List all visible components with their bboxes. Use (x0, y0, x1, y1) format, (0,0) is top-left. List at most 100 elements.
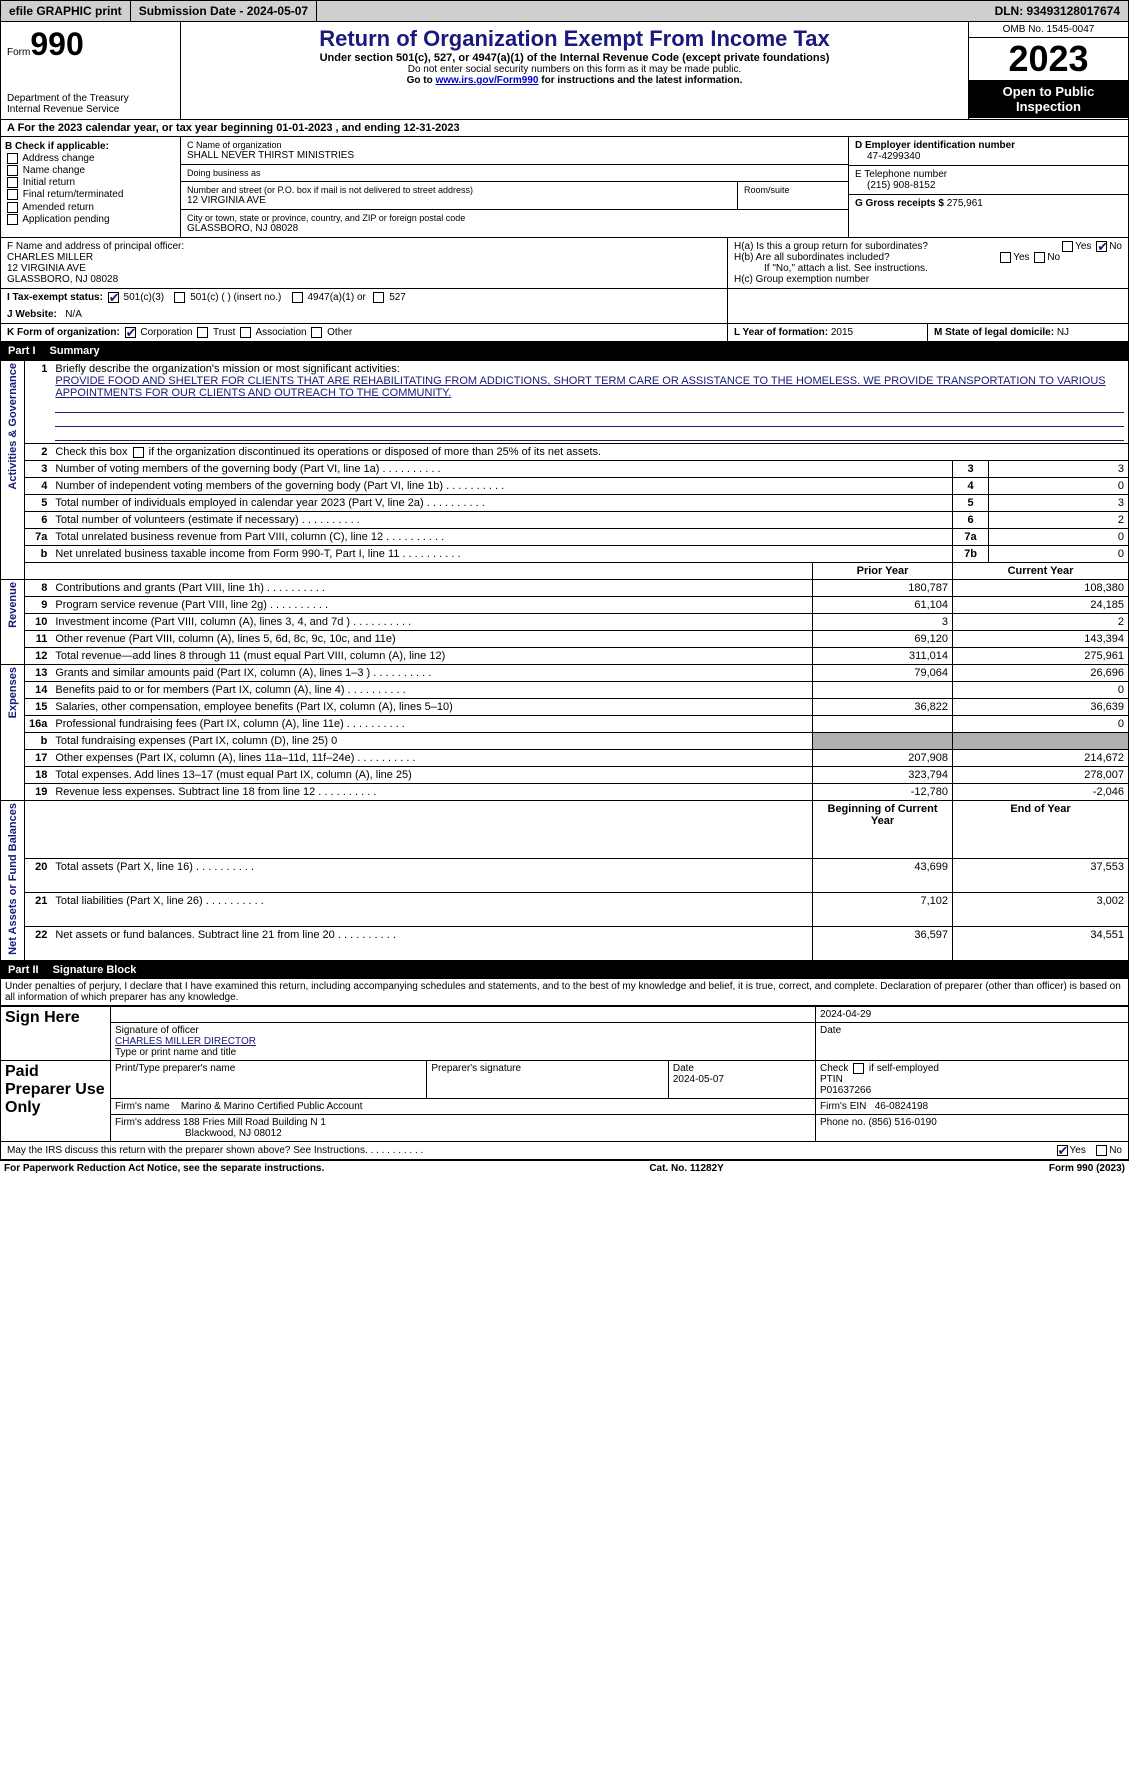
ha-row: H(a) Is this a group return for subordin… (734, 241, 1122, 252)
officer-label: F Name and address of principal officer: (7, 241, 721, 252)
hb-row: H(b) Are all subordinates included? Yes … (734, 252, 1122, 263)
hb-yes[interactable] (1000, 252, 1011, 263)
street-label: Number and street (or P.O. box if mail i… (187, 185, 731, 195)
website-label: J Website: (7, 309, 57, 320)
discuss-row: May the IRS discuss this return with the… (0, 1142, 1129, 1160)
chk-other[interactable] (311, 327, 322, 338)
signature-table: Sign Here 2024-04-29 Signature of office… (0, 1006, 1129, 1142)
officer-name-title: CHARLES MILLER DIRECTOR (115, 1036, 811, 1047)
efile-label: efile GRAPHIC print (1, 1, 131, 21)
form-number: 990 (30, 26, 83, 62)
city-label: City or town, state or province, country… (187, 213, 842, 223)
officer-sig-row: Signature of officer CHARLES MILLER DIRE… (111, 1023, 816, 1061)
website-row: J Website: N/A (7, 309, 721, 320)
chk-self-employed[interactable] (853, 1063, 864, 1074)
domicile-label: M State of legal domicile: (934, 327, 1054, 338)
row-18: 18Total expenses. Add lines 13–17 (must … (1, 767, 1129, 784)
prep-date-cell: Date2024-05-07 (668, 1061, 815, 1099)
prep-ptin-cell: Check if self-employed PTINP01637266 (816, 1061, 1129, 1099)
side-rev: Revenue (1, 580, 25, 665)
chk-amended[interactable]: Amended return (5, 202, 176, 213)
chk-name[interactable]: Name change (5, 165, 176, 176)
chk-4947[interactable] (292, 292, 303, 303)
phone-value: (215) 908-8152 (855, 180, 1122, 191)
ha-yes[interactable] (1062, 241, 1073, 252)
chk-corp[interactable] (125, 327, 136, 338)
top-bar: efile GRAPHIC print Submission Date - 20… (0, 0, 1129, 22)
city-value: GLASSBORO, NJ 08028 (187, 223, 842, 234)
gross-label: G Gross receipts $ (855, 198, 944, 209)
row-20: 20Total assets (Part X, line 16)43,69937… (1, 859, 1129, 893)
chk-initial[interactable]: Initial return (5, 177, 176, 188)
ein-value: 47-4299340 (855, 151, 1122, 162)
rev-header-row: Prior YearCurrent Year (1, 563, 1129, 580)
goto-note: Go to www.irs.gov/Form990 for instructio… (191, 75, 958, 86)
dln: DLN: 93493128017674 (987, 1, 1128, 21)
open-inspection: Open to Public Inspection (969, 80, 1128, 118)
chk-pending[interactable]: Application pending (5, 214, 176, 225)
domicile-value: NJ (1057, 327, 1069, 338)
form-org-label: K Form of organization: (7, 327, 120, 338)
hc-row: H(c) Group exemption number (734, 274, 1122, 285)
tax-status-label: I Tax-exempt status: (7, 292, 103, 303)
row-19: 19Revenue less expenses. Subtract line 1… (1, 784, 1129, 801)
tax-year: 2023 (969, 38, 1128, 80)
row-15: 15Salaries, other compensation, employee… (1, 699, 1129, 716)
website-value: N/A (65, 309, 82, 320)
goto-pre: Go to (407, 75, 436, 86)
row-13: Expenses13Grants and similar amounts pai… (1, 665, 1129, 682)
chk-assoc[interactable] (240, 327, 251, 338)
title-box: Return of Organization Exempt From Incom… (181, 22, 968, 119)
chk-trust[interactable] (197, 327, 208, 338)
mission-text: PROVIDE FOOD AND SHELTER FOR CLIENTS THA… (55, 375, 1105, 399)
officer-addr1: 12 VIRGINIA AVE (7, 263, 721, 274)
part1-title: Summary (50, 345, 100, 357)
footer-mid: Cat. No. 11282Y (649, 1163, 723, 1174)
ein-label: D Employer identification number (855, 140, 1015, 151)
date-label: Date (816, 1023, 1129, 1061)
subtitle: Under section 501(c), 527, or 4947(a)(1)… (191, 52, 958, 64)
chk-501c[interactable] (174, 292, 185, 303)
row-21: 21Total liabilities (Part X, line 26)7,1… (1, 893, 1129, 927)
chk-501c3[interactable] (108, 292, 119, 303)
part2-num: Part II (8, 964, 39, 976)
main-title: Return of Organization Exempt From Incom… (191, 26, 958, 52)
discuss-no[interactable] (1096, 1145, 1107, 1156)
side-ag: Activities & Governance (1, 361, 25, 580)
dba-label: Doing business as (187, 168, 842, 178)
row-5: 5Total number of individuals employed in… (1, 495, 1129, 512)
row-4: 4Number of independent voting members of… (1, 478, 1129, 495)
row-10: 10Investment income (Part VIII, column (… (1, 614, 1129, 631)
city-cell: City or town, state or province, country… (181, 210, 848, 237)
ha-no[interactable] (1096, 241, 1107, 252)
box-h-empty (728, 289, 1128, 323)
sig-date1: 2024-04-29 (816, 1007, 1129, 1023)
box-f: F Name and address of principal officer:… (1, 238, 728, 288)
irs-link[interactable]: www.irs.gov/Form990 (435, 75, 538, 86)
na-header-row: Net Assets or Fund BalancesBeginning of … (1, 801, 1129, 859)
sig-officer-cell (111, 1007, 816, 1023)
org-name-cell: C Name of organization SHALL NEVER THIRS… (181, 137, 848, 165)
dba-cell: Doing business as (181, 165, 848, 182)
discuss-text: May the IRS discuss this return with the… (7, 1145, 423, 1156)
prep-name-cell: Print/Type preparer's name (111, 1061, 427, 1099)
line1-cell: Briefly describe the organization's miss… (51, 361, 1128, 444)
chk-527[interactable] (373, 292, 384, 303)
chk-address[interactable]: Address change (5, 153, 176, 164)
chk-discontinued[interactable] (133, 447, 144, 458)
officer-name: CHARLES MILLER (7, 252, 721, 263)
firm-phone-cell: Phone no. (856) 516-0190 (816, 1115, 1129, 1142)
org-name: SHALL NEVER THIRST MINISTRIES (187, 150, 842, 161)
dept-treasury: Department of the Treasury (7, 93, 174, 104)
form-header: Form990 Department of the Treasury Inter… (0, 22, 1129, 120)
row-16a: 16aProfessional fundraising fees (Part I… (1, 716, 1129, 733)
discuss-yes[interactable] (1057, 1145, 1068, 1156)
phone-cell: E Telephone number (215) 908-8152 (849, 166, 1128, 195)
irs-label: Internal Revenue Service (7, 104, 174, 115)
chk-final[interactable]: Final return/terminated (5, 189, 176, 200)
street-value: 12 VIRGINIA AVE (187, 195, 731, 206)
side-na: Net Assets or Fund Balances (1, 801, 25, 961)
summary-table: Activities & Governance 1 Briefly descri… (0, 360, 1129, 961)
room-label: Room/suite (744, 185, 842, 195)
hb-no[interactable] (1034, 252, 1045, 263)
